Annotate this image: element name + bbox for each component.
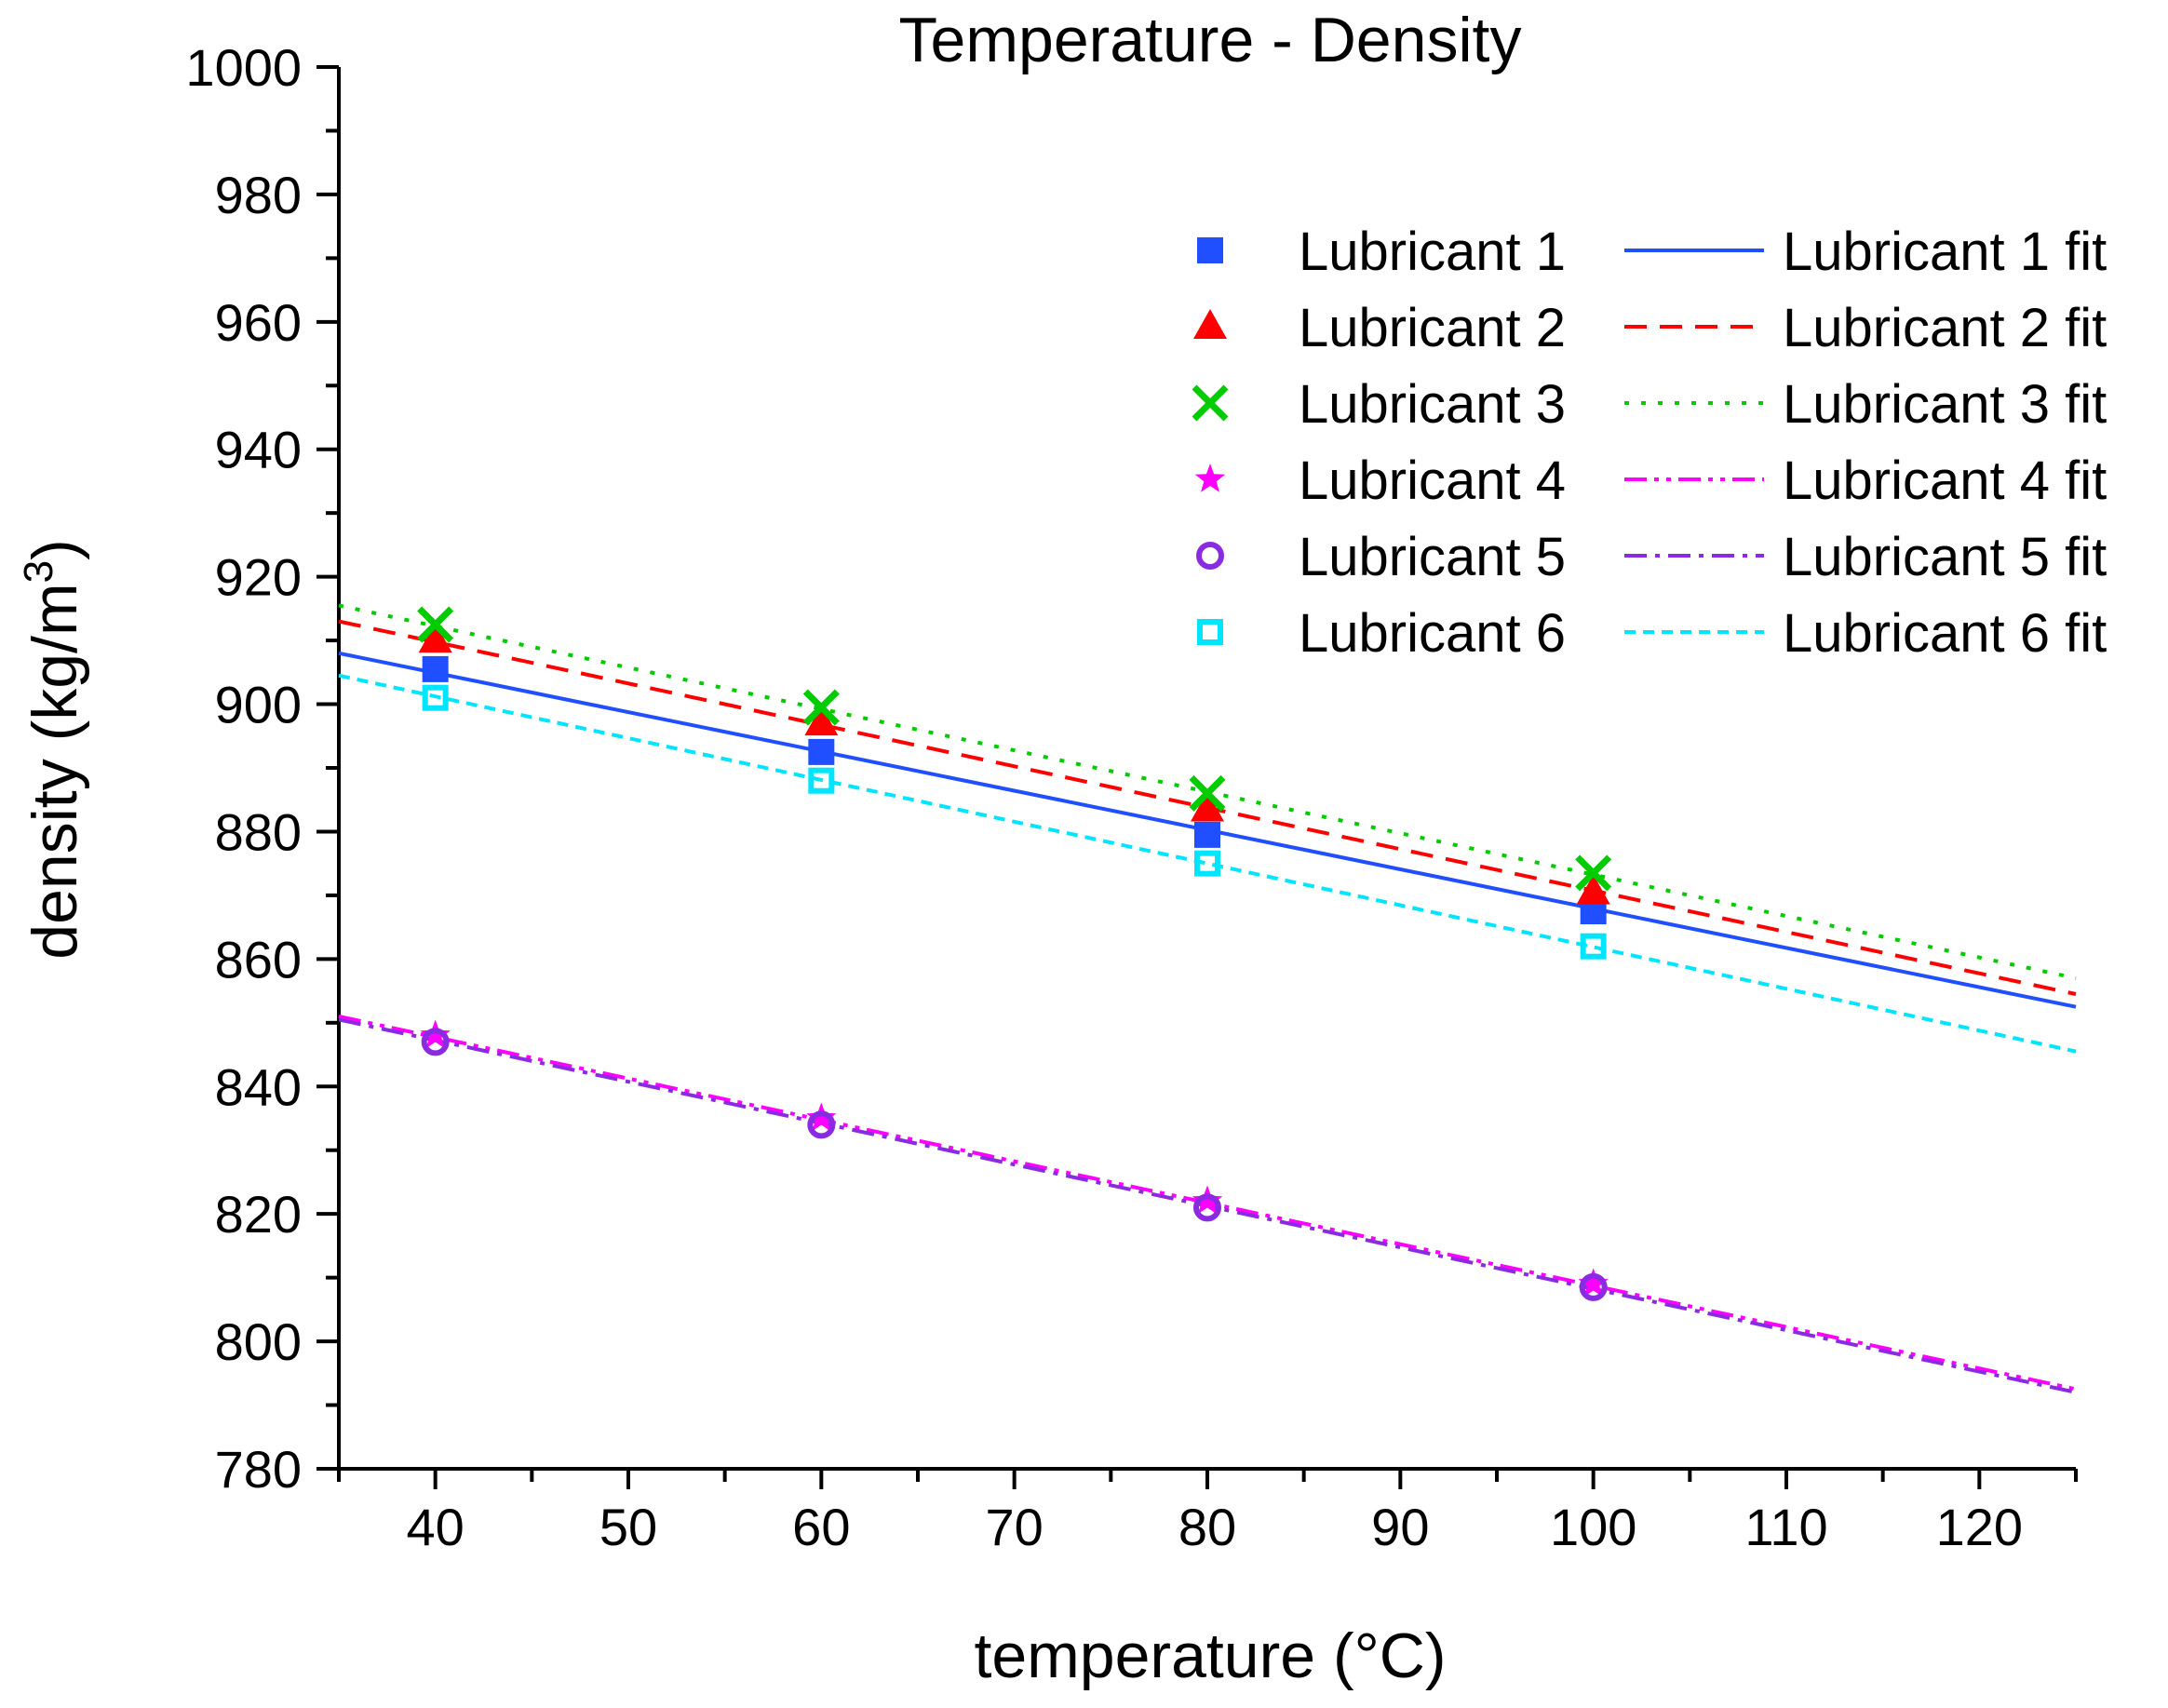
y-axis-label-end: ) [20, 539, 90, 560]
data-point-s1-p3 [1194, 821, 1220, 848]
data-point-s4-p1 [420, 1019, 451, 1049]
x-tick-label: 120 [1936, 1498, 2023, 1556]
x-tick-label: 70 [986, 1498, 1044, 1556]
y-tick-label: 920 [215, 548, 302, 607]
x-tick-label: 40 [407, 1498, 465, 1556]
data-point-s4-p3 [1192, 1185, 1223, 1215]
legend-label-6: Lubricant 6 [1299, 603, 1566, 664]
legend-marker-5 [1196, 542, 1224, 570]
legend-marker-3 [1192, 384, 1229, 422]
fit-lines [338, 603, 2077, 1394]
x-tick-label: 100 [1550, 1498, 1636, 1556]
data-point-s1-p2 [808, 738, 835, 765]
data-point-s6-p2 [808, 767, 835, 794]
fit-line-6 [338, 673, 2077, 1054]
legend-marker-4 [1194, 464, 1226, 492]
y-tick-label: 940 [215, 421, 302, 479]
x-axis-label: temperature (°C) [974, 1621, 1446, 1691]
data-point-s3-p1 [417, 606, 454, 643]
legend-fit-label-2: Lubricant 2 fit [1783, 298, 2107, 358]
data-point-s3-p2 [802, 689, 840, 726]
data-point-s5-p2 [807, 1110, 836, 1139]
y-tick-label: 900 [215, 676, 302, 734]
data-point-s3-p4 [1575, 854, 1612, 892]
data-point-s5-p1 [421, 1028, 450, 1056]
data-point-s5-p4 [1579, 1272, 1608, 1301]
y-tick-label: 780 [215, 1440, 302, 1499]
data-point-s3-p3 [1189, 774, 1226, 812]
data-point-s5-p3 [1193, 1193, 1221, 1222]
data-point-s6-p4 [1580, 933, 1607, 960]
x-tick-label: 50 [599, 1498, 657, 1556]
data-point-s6-p3 [1194, 850, 1220, 877]
y-tick-label: 820 [215, 1185, 302, 1244]
legend-label-4: Lubricant 4 [1299, 451, 1566, 511]
y-axis-label-main: density (kg/m [20, 583, 90, 959]
y-axis-label: density (kg/m3) [16, 539, 90, 960]
x-tick-label: 80 [1178, 1498, 1236, 1556]
x-tick-label: 60 [792, 1498, 850, 1556]
data-point-s1-p1 [422, 655, 449, 682]
data-point-s2-p2 [804, 706, 839, 736]
data-markers [417, 606, 1612, 1301]
legend-label-5: Lubricant 5 [1299, 527, 1566, 587]
legend-fit-label-1: Lubricant 1 fit [1783, 222, 2107, 282]
data-point-s6-p1 [422, 684, 449, 711]
y-tick-label: 840 [215, 1057, 302, 1116]
y-tick-label: 800 [215, 1312, 302, 1371]
chart-title: Temperature - Density [899, 5, 1522, 75]
legend-fit-label-6: Lubricant 6 fit [1783, 603, 2107, 664]
data-point-s4-p4 [1578, 1268, 1609, 1298]
legend-marker-1 [1197, 237, 1223, 263]
y-tick-label: 860 [215, 930, 302, 988]
legend-label-3: Lubricant 3 [1299, 374, 1566, 435]
data-point-s4-p2 [806, 1102, 837, 1132]
legend-label-1: Lubricant 1 [1299, 222, 1566, 282]
legend-fit-label-5: Lubricant 5 fit [1783, 527, 2107, 587]
data-point-s2-p3 [1191, 791, 1224, 822]
legend-fit-label-4: Lubricant 4 fit [1783, 451, 2107, 511]
axes: 40 50 60 70 80 90 100 110 120 780 800 820 840 860 880 9… [185, 38, 2078, 1556]
legend: Lubricant 1 Lubricant 1 fit Lubricant 2 Lub… [1192, 222, 2107, 664]
y-tick-label: 960 [215, 293, 302, 352]
legend-marker-2 [1193, 309, 1227, 339]
x-tick-label: 110 [1744, 1498, 1827, 1556]
legend-marker-6 [1197, 619, 1223, 645]
y-tick-label: 980 [215, 166, 302, 224]
y-tick-label: 1000 [185, 38, 302, 97]
legend-label-2: Lubricant 2 [1299, 298, 1566, 358]
data-point-s2-p1 [418, 623, 452, 653]
y-axis-label-sup: 3 [16, 560, 61, 583]
y-tick-label: 880 [215, 802, 302, 861]
data-point-s2-p4 [1576, 874, 1610, 905]
x-tick-label: 90 [1371, 1498, 1429, 1556]
legend-fit-label-3: Lubricant 3 fit [1783, 374, 2107, 435]
